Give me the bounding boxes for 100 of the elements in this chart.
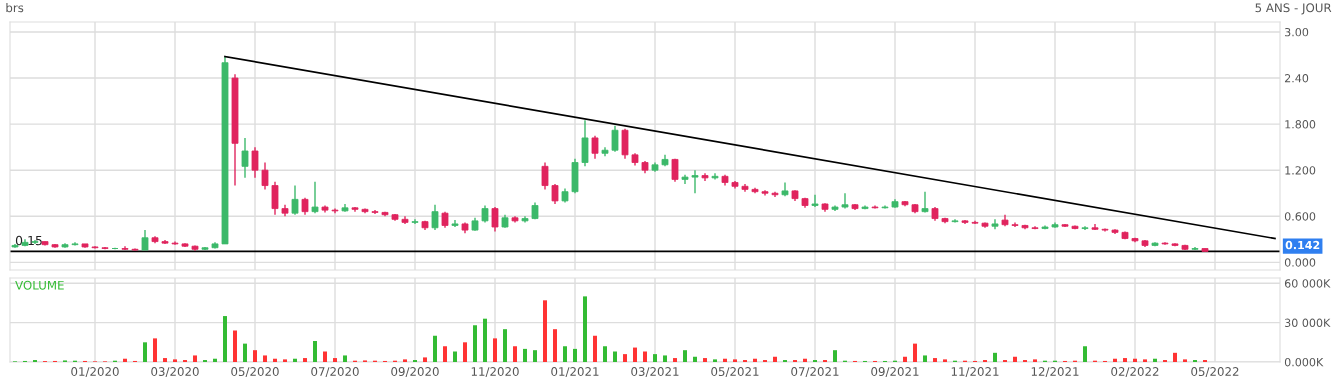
bar [213,358,217,362]
bar [1113,358,1117,362]
bar [313,341,317,362]
candlestick [341,203,349,213]
candlestick [1001,214,1009,227]
x-tick-label: 09/2020 [391,367,439,377]
candlestick [71,241,79,247]
bar [333,358,337,362]
bar [513,346,517,362]
candlestick [1041,224,1049,231]
bar [543,300,547,362]
candlestick [151,235,159,244]
x-tick-label: 03/2021 [631,367,679,377]
candlestick [1141,239,1149,248]
x-tick-label: 12/2021 [1031,367,1079,377]
candlestick [1061,223,1069,228]
bar [1083,346,1087,362]
candlestick [101,246,109,250]
candlestick [1101,227,1109,233]
candlestick [701,172,709,182]
candlestick [31,239,39,245]
y-tick-label: 0.000 [1284,258,1316,267]
bar [323,351,327,362]
candlestick [211,241,219,250]
candlestick [1191,246,1199,251]
candlestick [391,213,399,222]
candlestick [121,245,129,251]
bar [713,359,717,362]
candlestick [941,217,949,224]
candlestick [181,242,189,248]
candlestick [901,200,909,207]
bar [773,356,777,362]
candlestick [921,190,929,214]
y-tick-label: 0.000K [1284,357,1324,367]
bar [233,330,237,362]
candlestick [461,221,469,234]
bar [123,358,127,362]
candlestick [1171,242,1179,247]
candlestick [321,204,329,214]
y-tick-label: 2.40 [1284,74,1309,83]
candlestick [61,242,69,249]
candlestick [141,229,149,251]
bar [913,343,917,362]
candlestick [891,198,899,209]
candlestick [191,244,199,252]
x-tick-label: 11/2020 [471,367,519,377]
bar [673,358,677,362]
bar [163,358,167,362]
candlestick [761,189,769,197]
candlestick [411,218,419,225]
candlestick [171,240,179,246]
candlestick [1151,241,1159,247]
candlestick [241,137,249,179]
bar [223,316,227,362]
y-tick-label: 30 000K [1285,318,1331,327]
bar [613,351,617,362]
bar [263,355,267,362]
candlestick [561,187,569,204]
x-tick-label: 05/2020 [231,367,279,377]
candlestick [1181,243,1189,251]
candlestick [521,215,529,224]
x-tick-label: 03/2020 [151,367,199,377]
candlestick [871,204,879,210]
ref-line-label: 0.142 [1285,240,1320,250]
candlestick [1111,228,1119,235]
bar [243,343,247,362]
bar [1183,359,1187,362]
bar [803,358,807,362]
bar [453,351,457,362]
bar [403,359,407,362]
candlestick [861,204,869,211]
candlestick [681,174,689,185]
bar [463,342,467,362]
bar [563,346,567,362]
candlestick [351,206,359,213]
candlestick [81,243,89,249]
x-tick-label: 02/2022 [1111,367,1159,377]
candlestick [551,183,559,205]
bar [643,351,647,362]
candlestick [601,146,609,158]
candlestick [741,183,749,193]
candlestick [1091,223,1099,231]
candlestick [801,197,809,209]
bar [483,318,487,362]
bar [343,355,347,362]
bar [1013,356,1017,362]
candlestick [731,180,739,190]
candlestick [951,218,959,224]
bar [143,342,147,362]
candlestick [21,238,29,247]
annotation: 0.15 [15,235,42,246]
bar [903,356,907,362]
candlestick [821,202,829,213]
bar [193,355,197,362]
y-tick-label: 1.200 [1285,166,1316,175]
bar [1033,359,1037,362]
chart-subtitle: 5 ANS - JOUR [1255,3,1332,15]
candlestick [1201,247,1209,253]
chart-title: VOLUME [15,280,64,290]
bar [493,338,497,362]
